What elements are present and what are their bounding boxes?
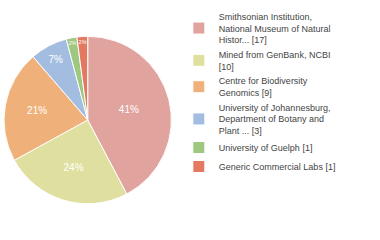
svg-text:Centre for BiodiversityGenomic: Centre for BiodiversityGenomics [9]	[219, 76, 308, 98]
svg-text:2%: 2%	[79, 39, 87, 45]
svg-text:Generic Commercial Labs [1]: Generic Commercial Labs [1]	[219, 162, 336, 172]
svg-text:Smithsonian Institution,Nation: Smithsonian Institution,National Museum …	[219, 12, 331, 45]
svg-text:24%: 24%	[64, 162, 84, 173]
svg-text:21%: 21%	[27, 105, 47, 116]
svg-text:Mined from GenBank, NCBI[10]: Mined from GenBank, NCBI[10]	[219, 50, 331, 72]
svg-text:7%: 7%	[49, 54, 64, 65]
svg-text:2%: 2%	[68, 40, 76, 46]
svg-text:University of Johannesburg,Dep: University of Johannesburg,Department of…	[219, 103, 331, 136]
svg-text:University of Guelph [1]: University of Guelph [1]	[219, 143, 313, 153]
svg-text:41%: 41%	[119, 104, 139, 115]
